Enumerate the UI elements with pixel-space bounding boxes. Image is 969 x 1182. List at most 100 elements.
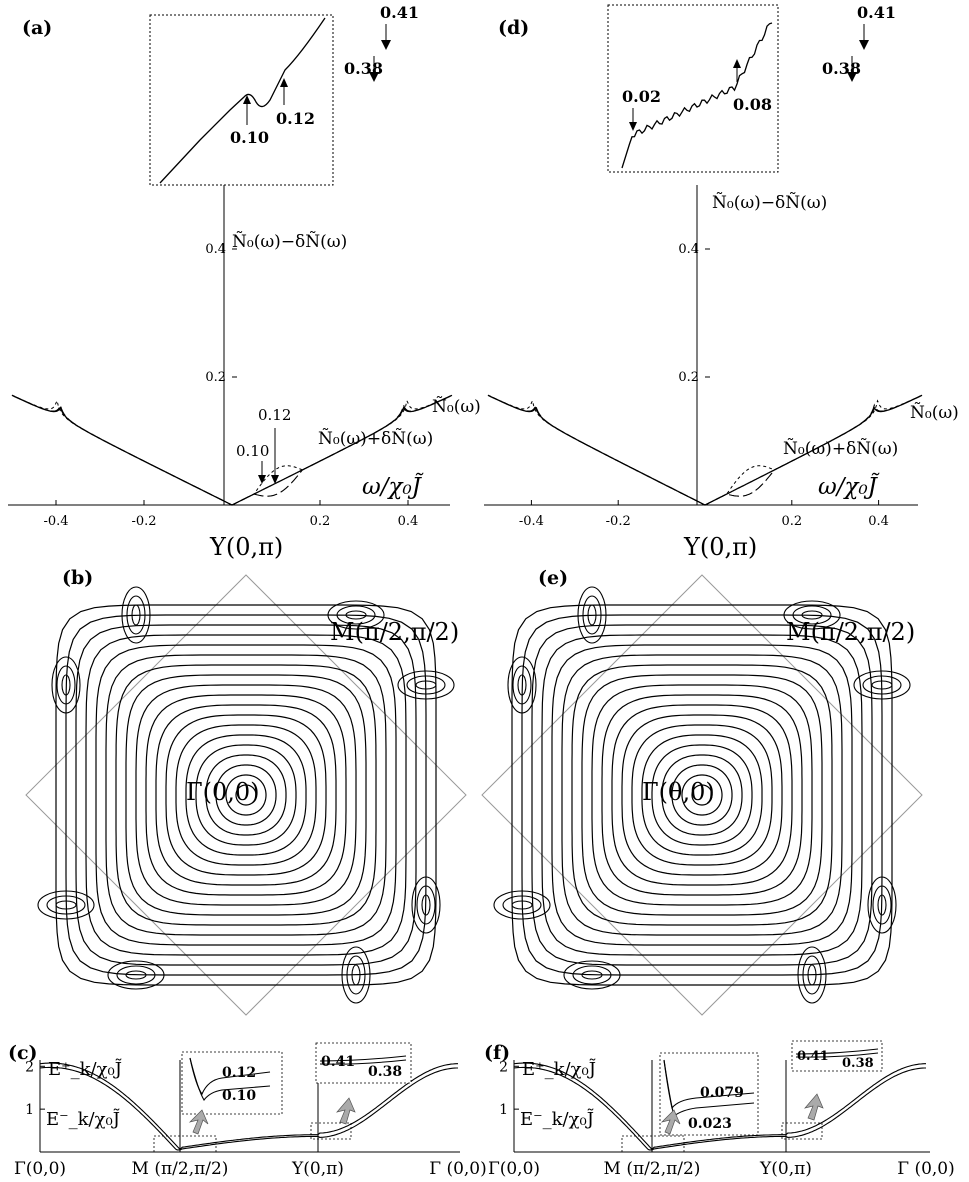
contour-line: [225, 774, 267, 816]
band-label-f-plus: E⁺_k/χ₀J̃: [522, 1058, 596, 1080]
point-label-e-y: Y(0,π): [683, 533, 757, 561]
contour-pocket: [327, 600, 385, 630]
contour-pocket: [872, 885, 892, 925]
x-tick-label: Γ(0,0): [14, 1159, 66, 1179]
contour-pocket: [877, 894, 887, 916]
zoom-box-c2: [310, 1122, 352, 1140]
legend-label-a-n0: Ñ₀(ω): [432, 396, 481, 417]
contour-pocket: [801, 610, 823, 620]
contour-line: [671, 764, 733, 826]
contour-line: [155, 704, 337, 886]
contour-pocket: [336, 605, 376, 625]
x-axis-label-a: ω/χ₀J̃: [362, 474, 425, 500]
contour-pocket: [416, 885, 436, 925]
inset-c1-label-1: 0.12: [222, 1065, 256, 1081]
x-tick-label: M (π/2,π/2): [132, 1159, 229, 1179]
x-ticks-f: Γ(0,0) M (π/2,π/2) Y(0,π) Γ (0,0): [488, 1159, 955, 1179]
contour-line: [125, 674, 367, 916]
pointer-arrow-c1: [188, 1109, 209, 1135]
panel-b: (b) Y(0,π) M(π/2,π/2) Γ(0,0): [25, 533, 467, 1016]
contour-line: [95, 644, 397, 946]
contour-pocket: [421, 894, 431, 916]
panel-label-b: (b): [62, 567, 93, 589]
contour-pocket: [345, 610, 367, 620]
contour-line: [611, 704, 793, 886]
contour-line: [215, 764, 277, 826]
point-label-b-y: Y(0,π): [209, 533, 283, 561]
y-tick-label: 1: [499, 1102, 508, 1118]
contour-pocket: [502, 895, 542, 915]
x-tick-label: Y(0,π): [291, 1159, 344, 1179]
x-tick-label: -0.2: [606, 514, 631, 529]
y-tick-label: 0.2: [678, 370, 699, 385]
inset-d: [607, 4, 779, 173]
contour-pocket: [867, 876, 897, 934]
x-tick-label: 0.2: [781, 514, 802, 529]
x-tick-label: -0.2: [131, 514, 156, 529]
contour-pocket: [406, 675, 446, 695]
y-tick-label: 0.4: [678, 242, 699, 257]
contour-line: [541, 634, 863, 956]
series-line-n0-minus-d: [487, 394, 923, 506]
x-tick-label: M (π/2,π/2): [604, 1159, 701, 1179]
y-ticks-d: 0.2 0.4: [678, 242, 710, 385]
band-upper-f: [513, 1062, 926, 1151]
contour-pocket: [346, 955, 366, 995]
panel-label-d: (d): [498, 17, 529, 39]
y-tick-label: 2: [499, 1059, 508, 1075]
legend-label-d-minus: Ñ₀(ω)−δÑ(ω): [712, 192, 827, 213]
contour-pocket: [411, 876, 441, 934]
inset-label-d2: 0.08: [733, 95, 772, 114]
contour-pocket: [507, 656, 537, 714]
peak-arrowhead-a-038: [369, 72, 379, 82]
contour-line: [661, 754, 743, 836]
contour-pocket: [587, 604, 597, 626]
contour-pocket: [131, 604, 141, 626]
zoom-box-f2: [781, 1122, 823, 1140]
inset-c1-label-2: 0.10: [222, 1088, 256, 1104]
inset-c2-lower: [319, 1059, 407, 1065]
point-label-e-m: M(π/2,π/2): [786, 618, 915, 646]
contour-line: [85, 634, 407, 956]
contours-b: [37, 586, 455, 1004]
band-lower-f: [513, 1066, 926, 1151]
inset-arrowhead-a2: [280, 78, 288, 87]
contour-pocket: [126, 595, 146, 635]
point-label-e-gamma: Γ(θ,0): [642, 778, 715, 806]
pointer-arrow-c2: [336, 1097, 356, 1125]
inset-label-d1: 0.02: [622, 87, 661, 106]
inset-f2-label-2: 0.38: [842, 1056, 874, 1071]
contour-line: [115, 664, 377, 926]
low-label-a-010: 0.10: [236, 442, 269, 460]
panel-label-e: (e): [538, 567, 568, 589]
x-tick-label: -0.4: [43, 514, 68, 529]
inset-c1-lower: [189, 1057, 271, 1101]
band-label-c-plus: E⁺_k/χ₀J̃: [48, 1058, 122, 1080]
contour-line: [205, 754, 287, 836]
contour-pocket: [397, 670, 455, 700]
peak-label-a-041: 0.41: [380, 3, 419, 22]
contour-pocket: [37, 890, 95, 920]
inset-f1-label-1: 0.079: [700, 1085, 744, 1101]
contour-line: [621, 714, 783, 876]
contour-pocket: [125, 970, 147, 980]
legend-label-a-plus: Ñ₀(ω)+δÑ(ω): [318, 428, 433, 449]
contour-pocket: [341, 946, 371, 1004]
panel-a: (a) -0.4 -0.2 0.2 0.4 0.20.4 0.10 0.12 0.38…: [8, 3, 481, 529]
x-ticks-a: -0.4 -0.2 0.2 0.4: [43, 500, 418, 529]
low-arrowhead-a-010: [258, 475, 266, 484]
brillouin-zone-e: [481, 574, 923, 1016]
x-tick-label: Γ(0,0): [488, 1159, 540, 1179]
contour-pocket: [55, 900, 77, 910]
contour-pocket: [792, 605, 832, 625]
contour-pocket: [493, 890, 551, 920]
contour-line: [691, 784, 713, 806]
contour-line: [521, 614, 883, 976]
contour-line: [641, 734, 763, 856]
x-tick-label: Γ (0,0): [897, 1159, 955, 1179]
contour-pocket: [46, 895, 86, 915]
contour-line: [145, 694, 347, 896]
contour-pocket: [853, 670, 911, 700]
